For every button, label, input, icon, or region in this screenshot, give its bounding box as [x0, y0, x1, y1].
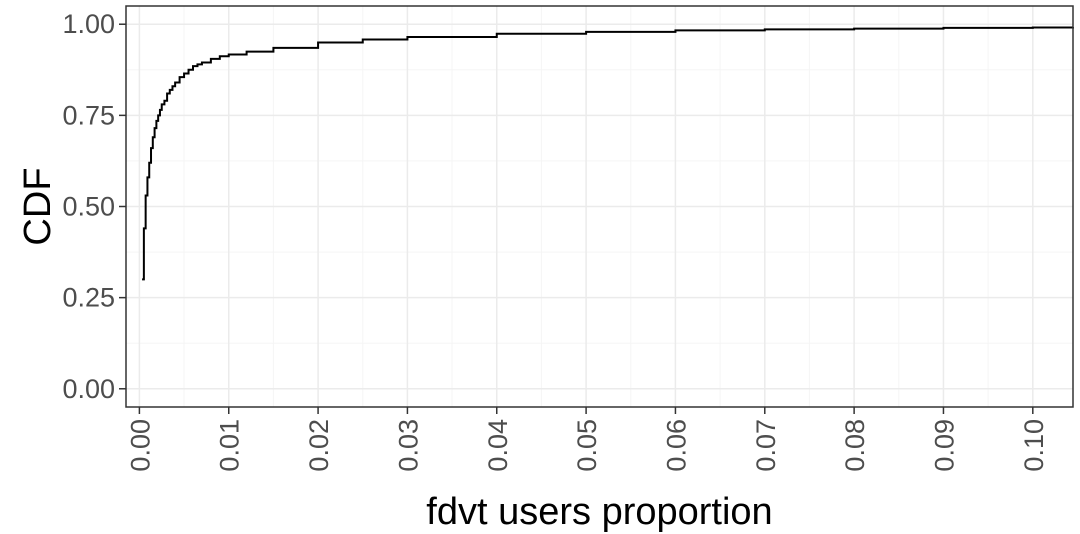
major-gridlines	[126, 6, 1073, 407]
y-axis-ticks: 0.00 0.25 0.50 0.75 1.00	[62, 9, 126, 404]
x-tick-label: 0.04	[483, 419, 513, 472]
x-tick-label: 0.00	[125, 419, 155, 472]
y-tick-label: 0.00	[62, 374, 115, 404]
x-axis-ticks: 0.00 0.01 0.02 0.03 0.04 0.05 0.06 0.07 0.08 0.09…	[125, 407, 1049, 472]
y-tick-label: 0.75	[62, 100, 115, 130]
x-tick-label: 0.05	[572, 419, 602, 472]
x-axis-title: fdvt users proportion	[426, 491, 772, 533]
x-tick-label: 0.03	[393, 419, 423, 472]
y-axis-title: CDF	[17, 167, 59, 245]
y-tick-label: 0.50	[62, 192, 115, 222]
x-tick-label: 0.07	[751, 419, 781, 472]
y-tick-label: 0.25	[62, 283, 115, 313]
cdf-line-0	[142, 26, 1074, 281]
y-tick-label: 1.00	[62, 9, 115, 39]
x-tick-label: 0.10	[1019, 419, 1049, 472]
x-tick-label: 0.09	[929, 419, 959, 472]
x-tick-label: 0.02	[304, 419, 334, 472]
x-tick-label: 0.06	[661, 419, 691, 472]
x-tick-label: 0.08	[840, 419, 870, 472]
cdf-series	[142, 26, 1074, 281]
x-tick-label: 0.01	[215, 419, 245, 472]
